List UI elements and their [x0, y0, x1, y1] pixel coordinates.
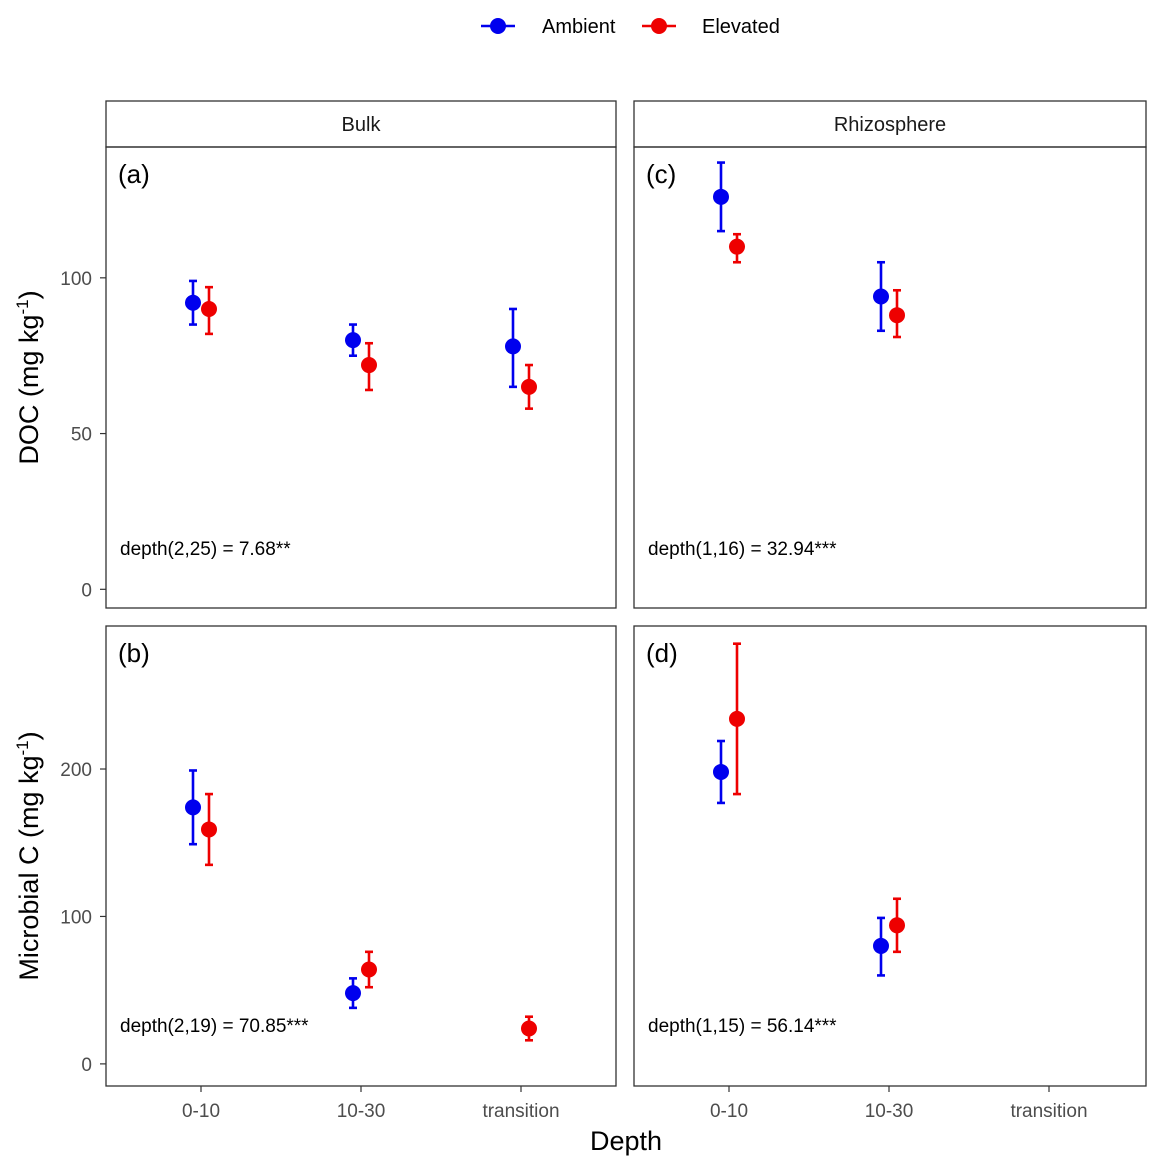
y-tick-label-mic: 200 — [60, 760, 92, 781]
strip-label-rhizosphere: Rhizosphere — [834, 114, 946, 136]
point-ambient — [713, 188, 729, 205]
panel-d: (d) depth(1,15) = 56.14*** — [633, 625, 1147, 1087]
legend-label-ambient: Ambient — [542, 16, 616, 38]
x-axis-title: Depth — [590, 1126, 662, 1156]
y-axis-title-doc: DOC (mg kg-1) — [13, 290, 44, 464]
y-tick-label-mic: 0 — [81, 1055, 92, 1076]
point-elevated — [729, 710, 745, 727]
point-elevated — [729, 238, 745, 255]
x-tick-label: 0-10 — [182, 1101, 220, 1122]
panel-annotation: depth(1,15) = 56.14*** — [648, 1016, 837, 1037]
panel-border — [105, 146, 617, 609]
facet-strips: Bulk Rhizosphere — [105, 100, 1147, 148]
point-elevated — [201, 300, 217, 317]
strip-rhizosphere — [633, 100, 1147, 148]
point-elevated — [361, 357, 377, 374]
point-ambient — [185, 799, 201, 816]
x-tick-label: 0-10 — [710, 1101, 748, 1122]
x-tick-label: 10-30 — [865, 1101, 914, 1122]
panel-annotation: depth(2,25) = 7.68** — [120, 539, 291, 560]
point-ambient — [345, 332, 361, 349]
point-ambient — [505, 338, 521, 355]
panel-c: (c) depth(1,16) = 32.94*** — [633, 146, 1147, 609]
panel-tag: (c) — [646, 159, 676, 189]
point-elevated — [201, 821, 217, 838]
point-elevated — [889, 307, 905, 324]
legend-key-dot-ambient — [490, 18, 506, 34]
y-tick-label-doc: 0 — [81, 580, 92, 601]
point-ambient — [873, 288, 889, 305]
point-elevated — [521, 1020, 537, 1037]
legend-label-elevated: Elevated — [702, 16, 780, 38]
y-axis-title-mic: Microbial C (mg kg-1) — [13, 731, 44, 980]
point-elevated — [889, 917, 905, 934]
point-elevated — [521, 378, 537, 395]
panel-b: (b) depth(2,19) = 70.85*** — [105, 625, 617, 1087]
panel-tag: (d) — [646, 638, 678, 668]
panel-border — [633, 625, 1147, 1087]
x-tick-label: transition — [1010, 1101, 1087, 1122]
point-ambient — [185, 294, 201, 311]
panel-border — [633, 146, 1147, 609]
panel-annotation: depth(1,16) = 32.94*** — [648, 539, 837, 560]
strip-bulk — [105, 100, 617, 148]
y-tick-label-doc: 100 — [60, 269, 92, 290]
y-tick-label-mic: 100 — [60, 907, 92, 928]
x-tick-label: 10-30 — [337, 1101, 386, 1122]
axes: 0 50 100 DOC (mg kg-1) 0 100 200 Microbial C (m… — [13, 269, 1088, 1156]
point-ambient — [873, 937, 889, 954]
legend: Ambient Elevated — [481, 16, 780, 38]
panel-tag: (a) — [118, 159, 150, 189]
strip-label-bulk: Bulk — [342, 114, 382, 136]
y-tick-label-doc: 50 — [71, 425, 92, 446]
point-ambient — [713, 763, 729, 780]
point-ambient — [345, 985, 361, 1002]
x-tick-label: transition — [482, 1101, 559, 1122]
panel-a: (a) depth(2,25) = 7.68** — [105, 146, 617, 609]
facet-panels: (a) depth(2,25) = 7.68** (c) depth(1,16) = … — [105, 146, 1147, 1087]
panel-annotation: depth(2,19) = 70.85*** — [120, 1016, 309, 1037]
legend-key-dot-elevated — [651, 18, 667, 34]
panel-tag: (b) — [118, 638, 150, 668]
point-elevated — [361, 961, 377, 978]
